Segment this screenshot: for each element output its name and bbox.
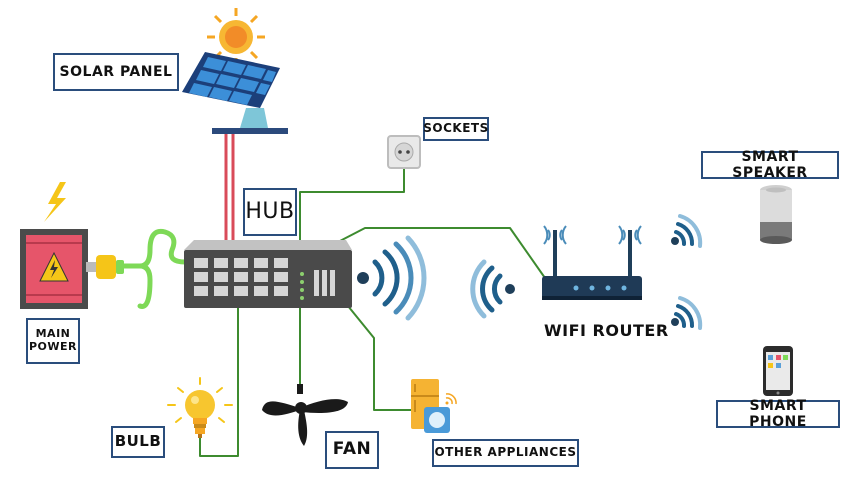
lightning-icon [44,182,66,222]
main-power-label: MAIN POWER [26,318,80,364]
wifi-waves-icon [357,235,427,321]
smart-phone-label: SMART PHONE [716,398,840,430]
other-appliances-label: OTHER APPLIANCES [432,439,579,467]
socket-icon [387,135,421,169]
power-box-icon [20,229,88,309]
sockets-label: SOCKETS [423,117,489,141]
plug-icon [86,255,124,279]
fan-icon [262,384,348,446]
wires [117,132,546,457]
solar-panel-icon [182,52,288,134]
solar-panel-label: SOLAR PANEL [53,53,179,91]
smart-speaker-label: SMART SPEAKER [701,149,839,181]
wifi-waves-icon [470,259,515,319]
hub-label: HUB [243,188,297,236]
wifi-router-label: WIFI ROUTER [544,321,669,340]
wifi-waves-icon [671,214,703,248]
fan-label: FAN [325,431,379,469]
appliances-icon [411,379,457,433]
router-icon [542,225,642,300]
speaker-icon [760,185,792,244]
bulb-icon [167,377,233,438]
bulb-label: BULB [111,426,165,458]
wifi-waves-icon [671,296,703,330]
hub-icon [184,240,352,308]
phone-icon [763,346,793,396]
